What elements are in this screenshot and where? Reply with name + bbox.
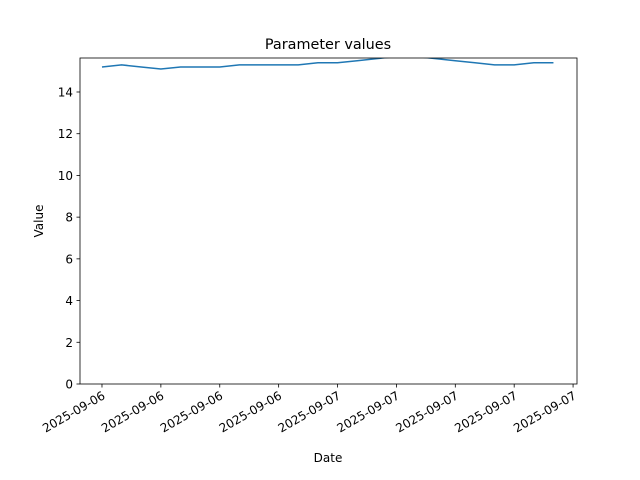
x-tick-label: 2025-09-06 <box>99 388 166 435</box>
line-series <box>101 58 554 70</box>
y-tick-label: 0 <box>65 378 73 392</box>
y-tick-label: 6 <box>65 252 73 266</box>
chart-title: Parameter values <box>265 37 391 53</box>
x-tick-label: 2025-09-07 <box>276 388 343 435</box>
y-tick-label: 10 <box>58 169 73 183</box>
x-tick-label: 2025-09-06 <box>217 388 284 435</box>
x-tick-label: 2025-09-07 <box>511 388 578 435</box>
y-tick-label: 2 <box>65 336 73 350</box>
x-tick-label: 2025-09-07 <box>393 388 460 435</box>
y-tick-label: 8 <box>65 211 73 225</box>
y-tick-label: 12 <box>58 127 73 141</box>
x-tick-label: 2025-09-07 <box>335 388 402 435</box>
x-tick-label: 2025-09-07 <box>452 388 519 435</box>
plot-frame <box>79 57 578 385</box>
x-tick-label: 2025-09-06 <box>158 388 225 435</box>
x-axis-label: Date <box>314 451 343 465</box>
x-tick-label: 2025-09-06 <box>40 388 107 435</box>
y-tick-label: 4 <box>65 294 73 308</box>
y-axis-label: Value <box>32 205 46 238</box>
y-tick-label: 14 <box>58 85 73 99</box>
